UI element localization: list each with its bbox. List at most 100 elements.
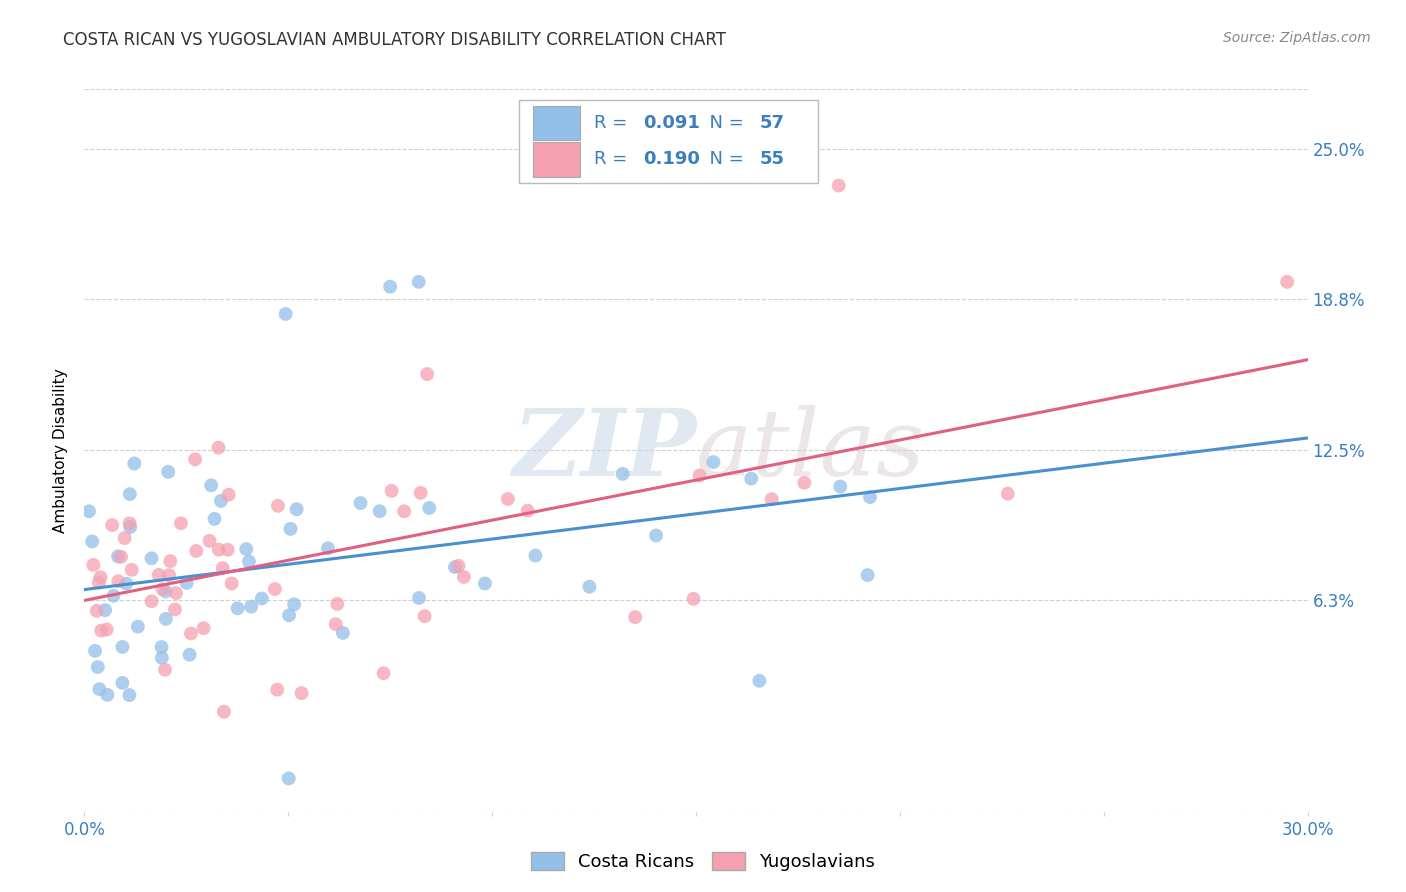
Point	[180, 626, 202, 640]
Point	[204, 512, 226, 526]
Point	[274, 307, 297, 321]
Point	[830, 479, 852, 493]
Text: ZIP: ZIP	[512, 406, 696, 495]
Point	[89, 682, 111, 697]
Point	[997, 486, 1019, 500]
Point	[141, 551, 163, 566]
Point	[856, 568, 879, 582]
Point	[453, 570, 475, 584]
Point	[176, 575, 198, 590]
Point	[101, 518, 124, 533]
Point	[828, 178, 851, 193]
Point	[209, 494, 232, 508]
Point	[121, 563, 143, 577]
Point	[96, 688, 118, 702]
Point	[285, 502, 308, 516]
Text: 0.190: 0.190	[644, 150, 700, 169]
Point	[516, 503, 538, 517]
Point	[155, 584, 177, 599]
Point	[118, 516, 141, 531]
Text: N =: N =	[699, 114, 749, 132]
Point	[96, 623, 118, 637]
Point	[141, 594, 163, 608]
Point	[444, 560, 467, 574]
Point	[179, 648, 201, 662]
Point	[212, 705, 235, 719]
Point	[748, 673, 770, 688]
Point	[150, 640, 173, 654]
Point	[114, 531, 136, 545]
Text: 57: 57	[759, 114, 785, 132]
Point	[413, 609, 436, 624]
Text: R =: R =	[595, 150, 634, 169]
Point	[264, 582, 287, 596]
Point	[152, 582, 174, 597]
Text: 0.091: 0.091	[644, 114, 700, 132]
Point	[373, 666, 395, 681]
Point	[250, 591, 273, 606]
Point	[207, 441, 229, 455]
Point	[409, 486, 432, 500]
Point	[94, 603, 117, 617]
Point	[155, 612, 177, 626]
Point	[418, 500, 440, 515]
Text: Source: ZipAtlas.com: Source: ZipAtlas.com	[1223, 31, 1371, 45]
Text: atlas: atlas	[696, 406, 925, 495]
Y-axis label: Ambulatory Disability: Ambulatory Disability	[53, 368, 69, 533]
Text: COSTA RICAN VS YUGOSLAVIAN AMBULATORY DISABILITY CORRELATION CHART: COSTA RICAN VS YUGOSLAVIAN AMBULATORY DI…	[63, 31, 727, 49]
Point	[416, 367, 439, 381]
Point	[86, 604, 108, 618]
Point	[859, 490, 882, 504]
Point	[740, 472, 762, 486]
Point	[524, 549, 547, 563]
Point	[90, 624, 112, 638]
Point	[280, 522, 302, 536]
Point	[150, 650, 173, 665]
Legend: Costa Ricans, Yugoslavians: Costa Ricans, Yugoslavians	[524, 845, 882, 879]
Point	[381, 483, 404, 498]
Point	[316, 541, 339, 556]
Text: 55: 55	[759, 150, 785, 169]
Point	[186, 544, 208, 558]
Point	[82, 558, 104, 572]
Point	[290, 686, 312, 700]
Point	[127, 620, 149, 634]
Point	[148, 567, 170, 582]
Point	[159, 554, 181, 568]
Point	[218, 488, 240, 502]
Point	[198, 533, 221, 548]
Point	[107, 549, 129, 564]
Point	[326, 597, 349, 611]
Point	[240, 599, 263, 614]
Point	[87, 575, 110, 590]
Point	[474, 576, 496, 591]
Point	[217, 542, 239, 557]
Point	[208, 542, 231, 557]
FancyBboxPatch shape	[533, 142, 579, 177]
Point	[332, 626, 354, 640]
Point	[184, 452, 207, 467]
Point	[118, 688, 141, 702]
Point	[624, 610, 647, 624]
Point	[193, 621, 215, 635]
Point	[84, 644, 107, 658]
Point	[120, 520, 142, 534]
FancyBboxPatch shape	[519, 100, 818, 183]
Point	[111, 676, 134, 690]
Point	[408, 591, 430, 605]
Point	[87, 660, 110, 674]
Text: N =: N =	[699, 150, 749, 169]
FancyBboxPatch shape	[533, 106, 579, 141]
Point	[368, 504, 391, 518]
Point	[111, 640, 134, 654]
Point	[380, 279, 402, 293]
Point	[682, 591, 704, 606]
Point	[221, 576, 243, 591]
Point	[77, 504, 100, 518]
Point	[118, 487, 141, 501]
Text: R =: R =	[595, 114, 634, 132]
Point	[578, 580, 600, 594]
Point	[226, 601, 249, 615]
Point	[124, 457, 146, 471]
Point	[349, 496, 371, 510]
